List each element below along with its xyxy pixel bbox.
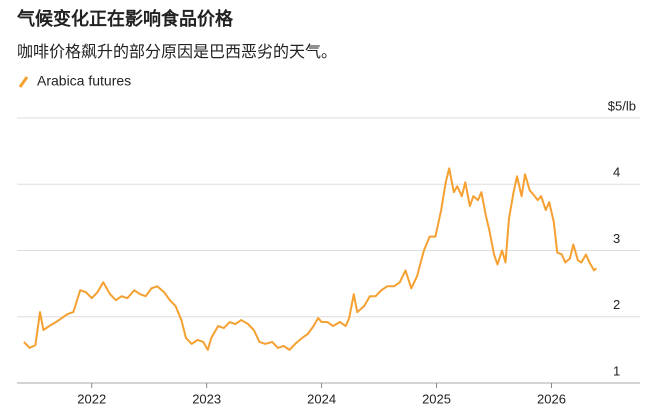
chart-title: 气候变化正在影响食品价格 bbox=[16, 8, 234, 29]
x-tick-label: 2026 bbox=[537, 391, 566, 406]
x-tick-label: 2022 bbox=[77, 391, 106, 406]
y-tick-label: 4 bbox=[613, 165, 620, 180]
y-tick-label: $5/lb bbox=[608, 98, 636, 113]
y-tick-label: 1 bbox=[613, 363, 620, 378]
y-tick-label: 2 bbox=[613, 297, 620, 312]
x-tick-label: 2023 bbox=[192, 391, 221, 406]
x-tick-label: 2024 bbox=[307, 391, 336, 406]
data-line bbox=[23, 167, 597, 351]
legend-label: Arabica futures bbox=[37, 73, 131, 89]
y-tick-label: 3 bbox=[613, 231, 620, 246]
x-tick-label: 2025 bbox=[422, 391, 451, 406]
legend-swatch bbox=[18, 76, 29, 88]
chart-subtitle: 咖啡价格飙升的部分原因是巴西恶劣的天气。 bbox=[17, 43, 337, 61]
